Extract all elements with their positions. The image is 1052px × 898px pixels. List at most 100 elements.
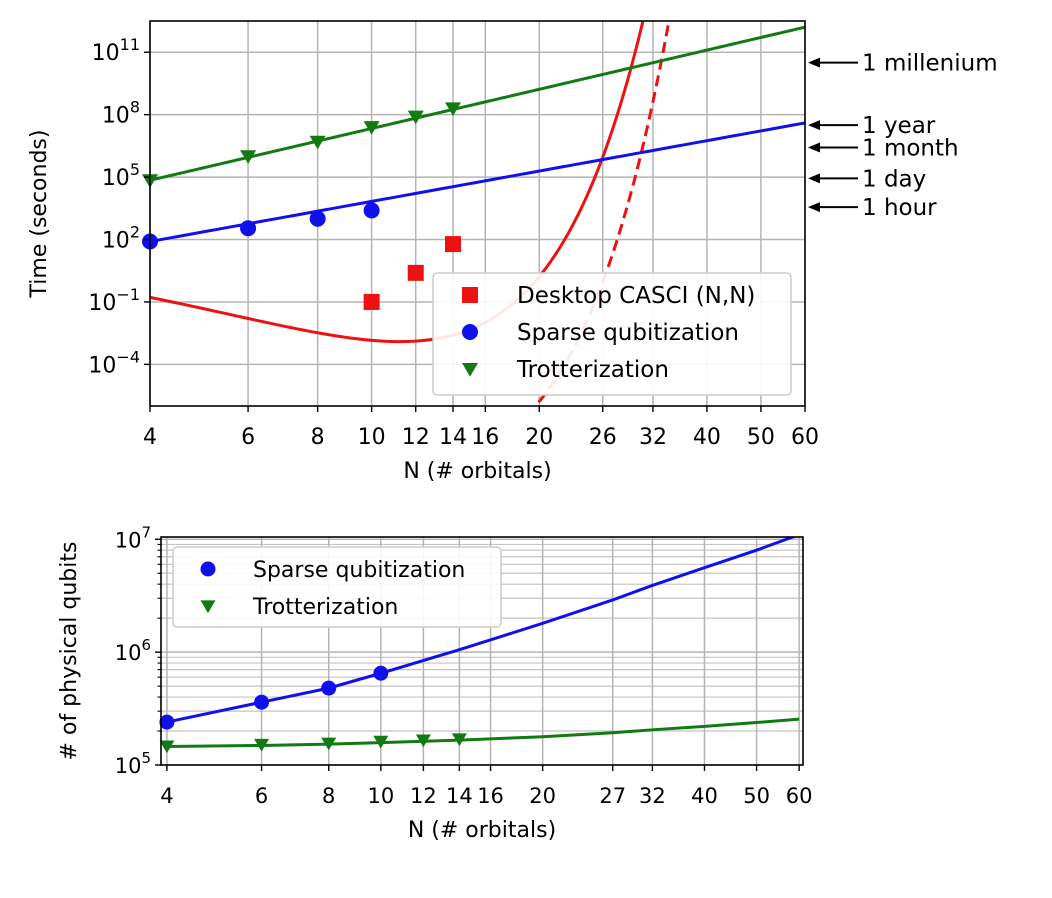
y-tick-label: 10−1 — [88, 285, 140, 316]
markers-desktop-casci-n-n — [363, 236, 462, 310]
series-curves — [166, 537, 800, 748]
annotation-arrowhead-1-year — [808, 120, 820, 131]
series-curves — [150, 21, 805, 406]
y-tick-label: 107 — [115, 523, 151, 552]
x-axis-label: N (# orbitals) — [408, 818, 556, 843]
x-tick-label: 32 — [639, 784, 666, 808]
fit-curve-trotterization — [150, 25, 805, 182]
fit-curve-desktop-casci-n-n-extrapolated — [533, 21, 671, 406]
y-tick-label: 108 — [102, 98, 140, 129]
x-tick-label: 10 — [358, 425, 386, 450]
annotation-arrowhead-1-hour — [808, 202, 820, 213]
data-point-sparse-qubitization — [321, 680, 337, 696]
x-tick-label: 12 — [410, 784, 437, 808]
legend-label-trotterization: Trotterization — [252, 595, 398, 620]
fit-curve-trotterization — [166, 717, 800, 748]
x-tick-label: 40 — [693, 425, 721, 450]
legend-marker-trotterization — [462, 363, 478, 377]
data-point-trotterization — [445, 102, 462, 116]
annotation-label-1-millenium: 1 millenium — [862, 51, 998, 77]
legend-marker-trotterization — [200, 600, 216, 614]
legend-marker-desktop-casci-n-n — [462, 287, 478, 303]
legend-label-trotterization: Trotterization — [516, 357, 669, 383]
y-tick-label: 105 — [115, 749, 151, 778]
data-point-trotterization — [159, 740, 175, 754]
x-tick-label: 10 — [367, 784, 394, 808]
data-point-trotterization — [240, 150, 257, 164]
data-point-sparse-qubitization — [309, 210, 326, 227]
data-point-sparse-qubitization — [254, 694, 270, 710]
data-point-trotterization — [363, 121, 380, 135]
plot-frame — [160, 536, 804, 766]
annotation-label-1-day: 1 day — [862, 166, 926, 192]
legend-marker-sparse-qubitization — [462, 324, 478, 340]
bottom-panel-qubits-chart: 4 6 8 10 12 14 16 20 27 32 40 50 60 105 106 107 N (# orb… — [57, 523, 813, 843]
x-tick-label: 14 — [446, 784, 473, 808]
plot-frame — [149, 20, 806, 407]
x-tick-label: 26 — [589, 425, 617, 450]
x-axis-label: N (# orbitals) — [403, 459, 551, 484]
annotation-label-1-hour: 1 hour — [862, 195, 937, 221]
legend-box — [432, 272, 792, 396]
x-tick-label: 6 — [241, 425, 255, 450]
x-tick-label: 32 — [639, 425, 667, 450]
data-point-sparse-qubitization — [373, 665, 389, 681]
legend-marker-sparse-qubitization — [200, 561, 216, 577]
data-point-sparse-qubitization — [159, 714, 175, 730]
legend-label-desktop-casci-n-n: Desktop CASCI (N,N) — [517, 283, 755, 309]
markers-trotterization — [159, 733, 467, 754]
x-tick-label: 50 — [747, 425, 775, 450]
x-tick-label: 50 — [743, 784, 770, 808]
fit-curve-sparse-qubitization — [150, 121, 805, 244]
y-axis-label: Time (seconds) — [27, 130, 52, 299]
data-point-desktop-casci-n-n — [445, 236, 462, 253]
x-tick-label: 8 — [311, 425, 325, 450]
legend-box — [172, 546, 502, 628]
data-point-trotterization — [309, 135, 326, 150]
annotation-arrowhead-1-millenium — [808, 57, 820, 68]
annotation-arrowhead-1-day — [808, 173, 820, 184]
legend-label-sparse-qubitization: Sparse qubitization — [253, 558, 465, 583]
top-panel-time-chart: 4 6 8 10 12 14 16 20 26 32 40 50 60 10−4 10−1 102 105 108… — [27, 20, 998, 484]
annotation-arrowhead-1-month — [808, 142, 820, 153]
data-point-trotterization — [321, 737, 337, 751]
x-tick-label: 12 — [402, 425, 430, 450]
x-tick-label: 4 — [160, 784, 173, 808]
x-tick-label: 40 — [691, 784, 718, 808]
data-point-trotterization — [415, 734, 431, 748]
x-tick-label: 27 — [599, 784, 626, 808]
x-tick-label: 60 — [791, 425, 819, 450]
y-tick-label: 102 — [102, 223, 140, 254]
x-tick-label: 16 — [471, 425, 499, 450]
markers-sparse-qubitization — [142, 202, 380, 250]
data-point-sparse-qubitization — [240, 220, 257, 237]
data-point-trotterization — [254, 738, 270, 752]
fit-curve-sparse-qubitization — [166, 537, 797, 724]
x-tick-label: 4 — [143, 425, 157, 450]
x-tick-label: 14 — [439, 425, 467, 450]
y-tick-label: 1011 — [92, 35, 140, 66]
data-point-desktop-casci-n-n — [363, 293, 380, 310]
data-point-trotterization — [407, 110, 424, 125]
x-tick-label: 16 — [477, 784, 504, 808]
x-tick-label: 20 — [525, 425, 553, 450]
y-tick-label: 106 — [115, 636, 151, 665]
x-tick-label: 60 — [786, 784, 813, 808]
y-tick-label: 105 — [102, 160, 140, 191]
data-point-desktop-casci-n-n — [407, 264, 424, 281]
markers-sparse-qubitization — [159, 665, 389, 730]
x-tick-label: 6 — [255, 784, 268, 808]
data-point-trotterization — [373, 735, 389, 749]
y-tick-label: 10−4 — [88, 347, 140, 378]
x-tick-label: 8 — [322, 784, 335, 808]
legend: Desktop CASCI (N,N) Sparse qubitization Tr… — [432, 272, 792, 396]
legend: Sparse qubitization Trotterization — [172, 546, 502, 628]
fit-curve-desktop-casci-n-n — [150, 21, 645, 344]
y-axis-label: # of physical qubits — [57, 542, 82, 761]
legend-label-sparse-qubitization: Sparse qubitization — [517, 320, 739, 346]
data-point-trotterization — [451, 733, 467, 747]
data-point-sparse-qubitization — [363, 202, 380, 219]
annotation-label-1-month: 1 month — [862, 136, 959, 162]
